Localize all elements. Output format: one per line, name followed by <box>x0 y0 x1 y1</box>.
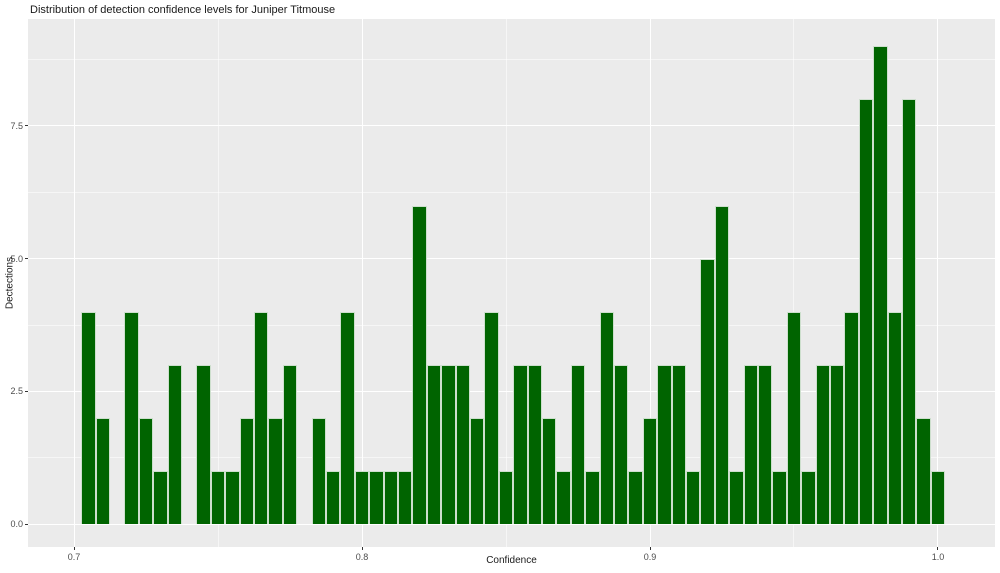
histogram-bar <box>585 470 600 524</box>
y-axis-title: Dectections <box>4 256 16 310</box>
y-tick-label: 7.5 <box>10 120 23 131</box>
gridline-y-major <box>28 390 995 392</box>
histogram-bar <box>930 470 946 524</box>
histogram-bar <box>340 311 355 525</box>
y-tick-label: 5.0 <box>10 253 23 264</box>
y-tick-mark <box>25 125 28 127</box>
x-tick-mark <box>73 547 75 550</box>
histogram-bar <box>556 470 571 524</box>
gridline-x-minor <box>505 19 507 547</box>
gridline-y-major <box>28 125 995 127</box>
x-tick-label: 0.8 <box>355 552 369 562</box>
histogram-bar <box>311 417 327 525</box>
histogram-bar <box>124 311 139 525</box>
chart-title: Distribution of detection confidence lev… <box>30 4 336 16</box>
y-tick-label: 2.5 <box>10 386 23 397</box>
histogram-bar <box>700 258 715 524</box>
histogram-bar <box>484 311 499 525</box>
y-tick-mark <box>25 390 28 392</box>
gridline-y-minor <box>28 324 995 326</box>
gridline-x-major <box>73 19 75 547</box>
histogram-bar <box>614 364 629 524</box>
gridline-x-minor <box>217 19 219 547</box>
gridline-y-minor <box>28 457 995 459</box>
gridline-x-major <box>649 19 651 547</box>
histogram-bar <box>513 364 528 524</box>
histogram-bar <box>326 470 341 524</box>
gridline-y-minor <box>28 59 995 61</box>
histogram-bar <box>887 311 902 525</box>
histogram-bar <box>210 470 226 524</box>
x-tick-mark <box>937 547 939 550</box>
histogram-bar <box>873 46 888 524</box>
gridline-y-major <box>28 258 995 260</box>
histogram-bar <box>282 364 298 524</box>
histogram-bar <box>801 470 816 524</box>
histogram-bar <box>470 417 485 525</box>
histogram-bar <box>369 470 384 524</box>
histogram-bar <box>196 364 211 524</box>
histogram-bar <box>858 99 874 525</box>
gridline-x-major <box>361 19 363 547</box>
histogram-bar <box>844 311 859 525</box>
x-tick-label: 1.0 <box>931 552 945 562</box>
y-tick-label: 0.0 <box>10 519 23 530</box>
histogram-bar <box>138 417 154 525</box>
histogram-bar <box>167 364 183 524</box>
gridline-y-major <box>28 523 995 525</box>
histogram-bar <box>441 364 456 524</box>
y-tick-mark <box>25 523 28 525</box>
histogram-bar <box>901 99 917 525</box>
x-tick-mark <box>361 547 363 550</box>
histogram-bar <box>498 470 514 524</box>
histogram-bar <box>628 470 643 524</box>
histogram-bar <box>686 470 701 524</box>
histogram-bar <box>81 311 96 525</box>
histogram-bar <box>254 311 269 525</box>
x-tick-mark <box>649 547 651 550</box>
histogram-bar <box>758 364 773 524</box>
histogram-bar <box>153 470 168 524</box>
plot-panel <box>28 19 995 547</box>
histogram-bar <box>383 470 399 524</box>
x-tick-label: 0.7 <box>67 552 81 562</box>
histogram-bar <box>239 417 255 525</box>
histogram-bar <box>671 364 686 524</box>
x-tick-label: 0.9 <box>643 552 657 562</box>
histogram-bar <box>268 417 283 525</box>
histogram-bar <box>527 364 543 524</box>
histogram-bar <box>743 364 758 524</box>
histogram-bar <box>772 470 787 524</box>
histogram-bar <box>599 311 614 525</box>
x-axis-title: Confidence <box>486 555 537 566</box>
histogram-bar <box>225 470 240 524</box>
histogram-bar <box>916 417 931 525</box>
histogram-bar <box>815 364 830 524</box>
y-tick-mark <box>25 258 28 260</box>
histogram-bar <box>426 364 442 524</box>
histogram-bar <box>455 364 471 524</box>
histogram-bar <box>714 205 730 525</box>
histogram-bar <box>570 364 586 524</box>
gridline-y-minor <box>28 191 995 193</box>
histogram-bar <box>398 470 413 524</box>
histogram-bar <box>412 205 427 525</box>
gridline-x-minor <box>793 19 795 547</box>
histogram-bar <box>729 470 744 524</box>
histogram-bar <box>642 417 658 525</box>
histogram-bar <box>657 364 672 524</box>
histogram-bar <box>829 364 845 524</box>
histogram-bar <box>354 470 370 524</box>
histogram-bar <box>95 417 111 525</box>
histogram-bar <box>542 417 557 525</box>
histogram-bar <box>786 311 802 525</box>
gridline-x-major <box>937 19 939 547</box>
